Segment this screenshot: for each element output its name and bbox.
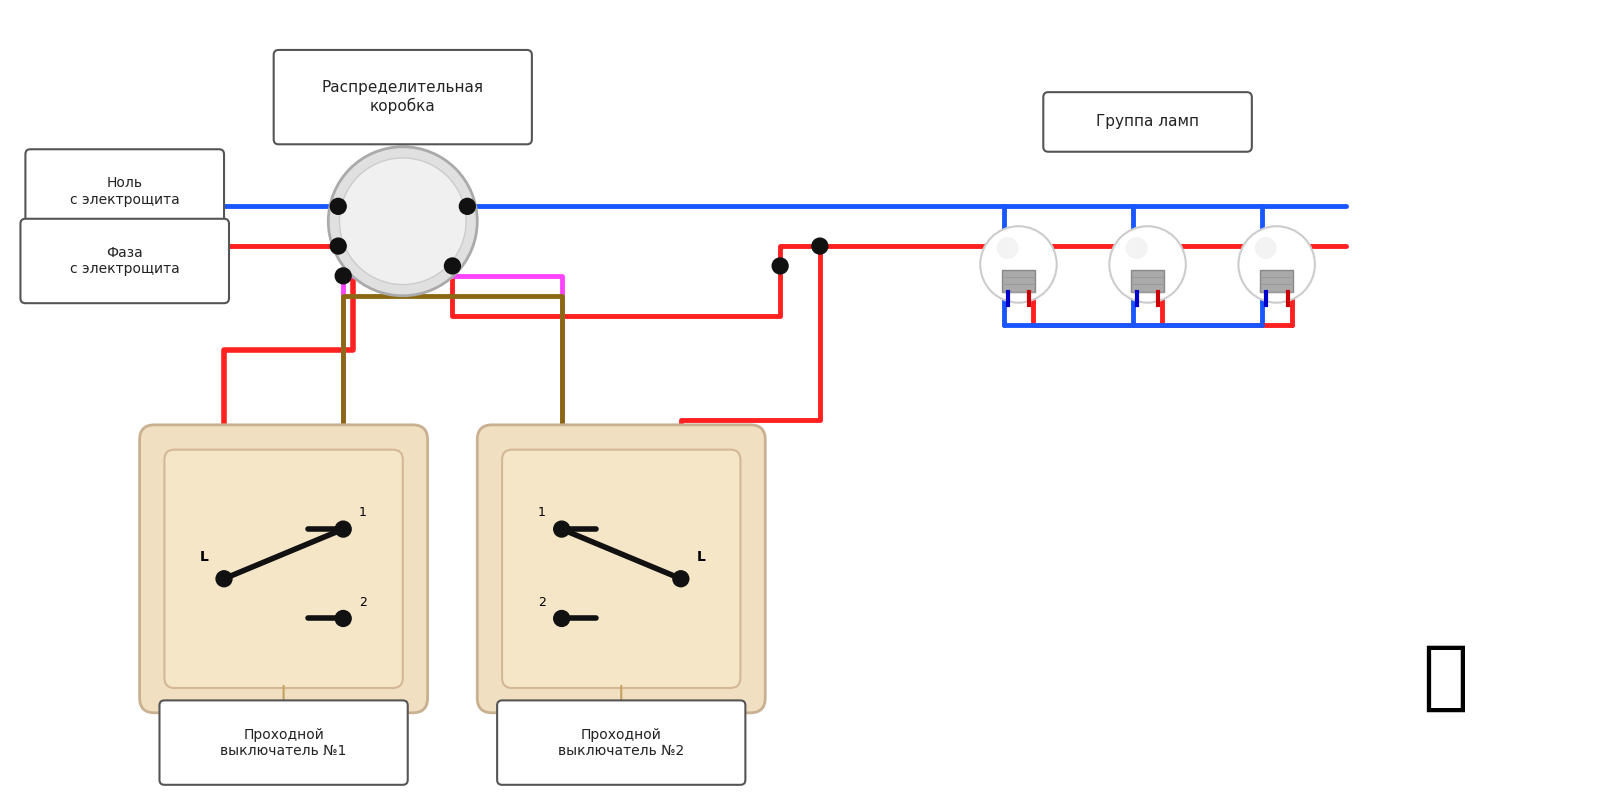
FancyBboxPatch shape: [26, 150, 224, 234]
Circle shape: [997, 237, 1019, 259]
Circle shape: [1109, 226, 1186, 302]
Circle shape: [1238, 226, 1315, 302]
FancyBboxPatch shape: [139, 425, 427, 713]
Circle shape: [554, 521, 570, 537]
FancyBboxPatch shape: [1131, 270, 1163, 292]
Text: Группа ламп: Группа ламп: [1096, 114, 1198, 130]
Circle shape: [773, 258, 789, 274]
FancyBboxPatch shape: [498, 700, 746, 785]
FancyBboxPatch shape: [21, 218, 229, 303]
Text: 2: 2: [538, 595, 546, 609]
Circle shape: [339, 158, 466, 285]
Circle shape: [330, 238, 346, 254]
Text: Проходной
выключатель №1: Проходной выключатель №1: [221, 727, 347, 758]
Circle shape: [330, 198, 346, 214]
Text: Распределительная
коробка: Распределительная коробка: [322, 80, 483, 114]
Text: L: L: [696, 550, 706, 564]
FancyBboxPatch shape: [1043, 92, 1251, 152]
Circle shape: [1254, 237, 1277, 259]
Circle shape: [459, 198, 475, 214]
FancyBboxPatch shape: [165, 450, 403, 688]
FancyBboxPatch shape: [1261, 270, 1293, 292]
Text: Фаза
с электрощита: Фаза с электрощита: [70, 246, 179, 276]
FancyBboxPatch shape: [160, 700, 408, 785]
Circle shape: [336, 610, 350, 626]
FancyBboxPatch shape: [502, 450, 741, 688]
Circle shape: [1126, 237, 1147, 259]
Text: 👌: 👌: [1422, 641, 1469, 715]
FancyBboxPatch shape: [477, 425, 765, 713]
Circle shape: [981, 226, 1056, 302]
Circle shape: [328, 146, 477, 296]
FancyBboxPatch shape: [274, 50, 531, 144]
Text: 2: 2: [358, 595, 366, 609]
Circle shape: [674, 571, 688, 586]
Text: 1: 1: [358, 506, 366, 519]
Text: Проходной
выключатель №2: Проходной выключатель №2: [558, 727, 685, 758]
Circle shape: [445, 258, 461, 274]
Circle shape: [336, 521, 350, 537]
Text: Ноль
с электрощита: Ноль с электрощита: [70, 176, 179, 206]
Text: 1: 1: [538, 506, 546, 519]
Circle shape: [216, 571, 232, 586]
Circle shape: [336, 268, 350, 284]
Circle shape: [811, 238, 827, 254]
Text: L: L: [200, 550, 208, 564]
Circle shape: [554, 610, 570, 626]
FancyBboxPatch shape: [1002, 270, 1035, 292]
